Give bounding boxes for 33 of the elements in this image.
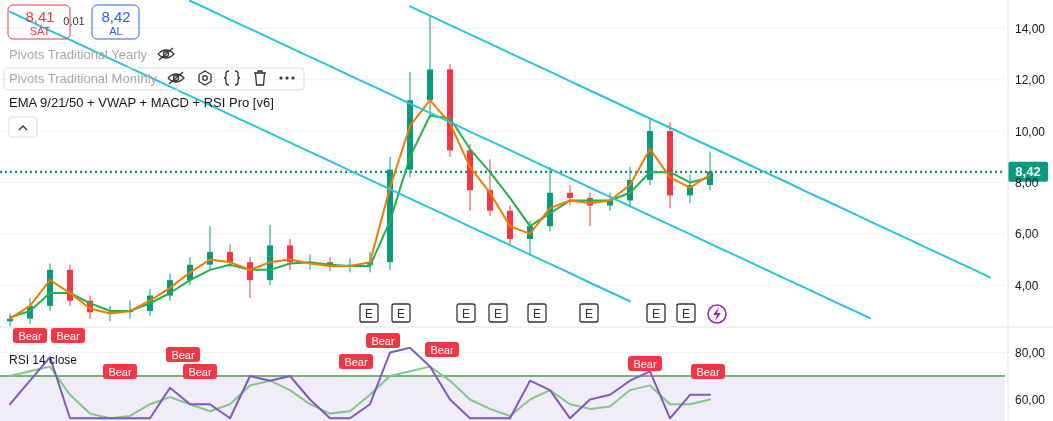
y-tick-label: 6,00 [1015, 227, 1039, 242]
y-tick-label: 4,00 [1015, 278, 1039, 293]
annotation: E [584, 306, 594, 321]
annotation: Pivots Traditional Monthly [9, 71, 158, 86]
annotation: E [493, 306, 503, 321]
annotation: E [532, 306, 542, 321]
annotation: E [461, 306, 471, 321]
annotation: Bear [171, 349, 195, 361]
annotation: Bear [633, 358, 657, 370]
annotation: Bear [430, 344, 454, 356]
annotation: Bear [108, 366, 132, 378]
y-tick-label: 60,00 [1015, 393, 1046, 407]
y-tick-label: 10,00 [1015, 124, 1046, 139]
annotation: Bear [188, 366, 212, 378]
annotation: Bear [371, 335, 395, 347]
y-tick-label: 12,00 [1015, 73, 1046, 88]
annotation: Bear [344, 356, 368, 368]
y-tick-label: 80,00 [1015, 346, 1046, 360]
annotation: AL [109, 25, 123, 37]
annotation: 8,41 [25, 8, 55, 25]
y-tick-label: 14,00 [1015, 21, 1046, 36]
annotation: Bear [696, 366, 720, 378]
annotation: E [364, 306, 374, 321]
annotation: SAT [29, 25, 51, 37]
annotation: E [651, 306, 661, 321]
annotation: 8,42 [101, 8, 131, 25]
annotation: Bear [18, 330, 42, 342]
annotation: E [681, 306, 691, 321]
annotation: E [396, 306, 406, 321]
annotation: EMA 9/21/50 + VWAP + MACD + RSI Pro [v6] [9, 95, 274, 110]
annotation: Bear [56, 330, 80, 342]
annotation: 0,01 [63, 15, 85, 27]
annotation: Pivots Traditional Yearly [9, 47, 148, 62]
